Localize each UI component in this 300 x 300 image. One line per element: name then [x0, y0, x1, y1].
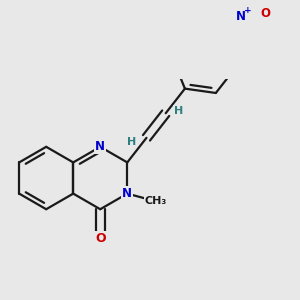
- Text: H: H: [127, 137, 136, 147]
- Text: +: +: [244, 6, 251, 15]
- Text: CH₃: CH₃: [145, 196, 167, 206]
- Text: N: N: [95, 140, 105, 153]
- Text: N: N: [236, 10, 246, 23]
- Text: N: N: [122, 187, 132, 200]
- Text: O: O: [95, 232, 106, 245]
- Text: H: H: [174, 106, 184, 116]
- Text: O: O: [261, 7, 271, 20]
